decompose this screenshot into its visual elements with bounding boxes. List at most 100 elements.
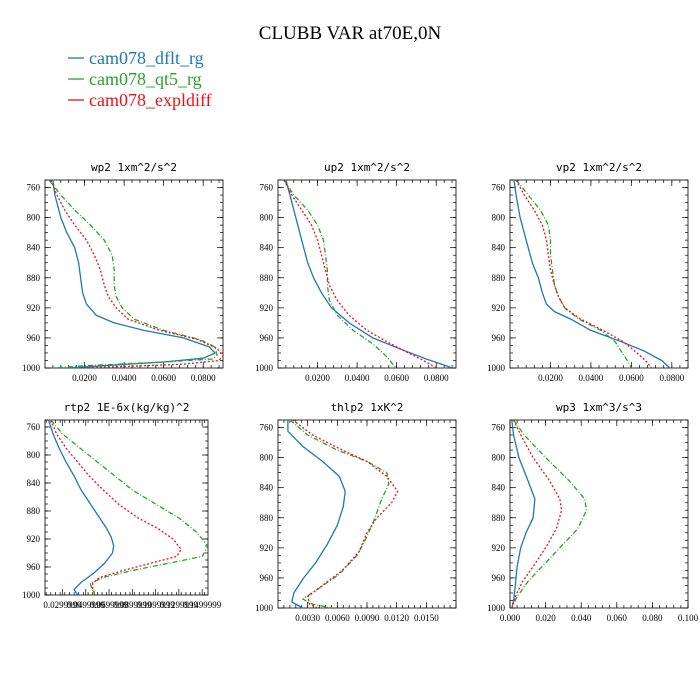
x-tick-label: 0.000: [500, 613, 521, 623]
x-tick-label: 0.060: [607, 613, 628, 623]
x-tick-label: 0.0800: [424, 373, 449, 383]
series-line-cam078-dflt-rg: [52, 180, 216, 368]
y-tick-label: 880: [27, 273, 41, 283]
plot-frame: [44, 179, 224, 369]
x-tick-label: 0.0060: [325, 613, 350, 623]
y-tick-label: 960: [260, 333, 274, 343]
y-tick-label: 960: [492, 333, 506, 343]
panel-title: thlp2 1xK^2: [331, 401, 404, 414]
y-tick-label: 760: [492, 423, 506, 433]
x-tick-label: 0.1299999: [160, 600, 199, 610]
legend-entry-1: cam078_dflt_rg: [89, 48, 204, 68]
series-line-cam078-qt5-rg: [48, 180, 218, 368]
panel-title: wp2 1xm^2/s^2: [91, 161, 177, 174]
x-tick-label: 0.0800: [191, 373, 216, 383]
x-tick-label: 0.0090: [355, 613, 380, 623]
x-tick-label: 0.0200: [305, 373, 330, 383]
x-tick-label: 0.0600: [384, 373, 409, 383]
plot-frame: [44, 419, 209, 596]
x-tick-label: 0.0299999: [43, 600, 82, 610]
y-tick-label: 1000: [487, 603, 506, 613]
series-line-cam078-expldiff: [283, 180, 437, 368]
x-tick-label: 0.0150: [414, 613, 439, 623]
series-line-cam078-qt5-rg: [283, 180, 398, 368]
panel-1: wp2 1xm^2/s^2 760 800 840 880 920 960 1000 0.020…: [22, 161, 224, 383]
y-tick-label: 760: [27, 183, 41, 193]
series-line-cam078-dflt-rg: [285, 180, 453, 368]
y-tick-label: 840: [492, 243, 506, 253]
y-tick-label: 960: [492, 573, 506, 583]
y-tick-label: 920: [492, 303, 506, 313]
y-tick-label: 920: [27, 303, 41, 313]
x-tick-label: 0.040: [571, 613, 592, 623]
y-tick-label: 800: [492, 213, 506, 223]
x-tick-label: 0.0499999: [67, 600, 106, 610]
y-tick-label: 840: [27, 243, 41, 253]
x-tick-label: 0.0200: [72, 373, 97, 383]
x-tick-label: 0.0400: [345, 373, 370, 383]
series-line-cam078-qt5-rg: [515, 180, 632, 368]
y-tick-label: 920: [492, 543, 506, 553]
panel-6: wp3 1xm^3/s^3 760 800 840 880 920 960 10000.000…: [487, 401, 699, 623]
y-tick-label: 1000: [22, 363, 41, 373]
plot-frame: [509, 419, 689, 609]
y-tick-label: 880: [260, 513, 274, 523]
panel-5: thlp2 1xK^2 760 800 840 880 920 960 1000 0.0030 0…: [255, 401, 457, 623]
panel-title: wp3 1xm^3/s^3: [556, 401, 642, 414]
series-line-cam078-qt5-rg: [50, 420, 208, 595]
x-tick-label: 0.080: [642, 613, 663, 623]
panel-title: vp2 1xm^2/s^2: [556, 161, 642, 174]
y-tick-label: 1000: [487, 363, 506, 373]
y-tick-label: 840: [27, 478, 41, 488]
x-tick-label: 0.0030: [295, 613, 320, 623]
y-tick-label: 880: [492, 513, 506, 523]
plot-frame: [277, 179, 457, 369]
y-tick-label: 760: [27, 422, 41, 432]
chart-panels: wp2 1xm^2/s^2 760 800 840 880 920 960 1000 0.020…: [22, 161, 699, 623]
x-tick-label: 0.0400: [112, 373, 137, 383]
y-tick-label: 960: [260, 573, 274, 583]
series-line-cam078-expldiff: [511, 420, 563, 608]
x-tick-label: 0.1499999: [183, 600, 222, 610]
x-tick-label: 0.0400: [579, 373, 604, 383]
x-tick-label: 0.020: [535, 613, 556, 623]
y-tick-label: 960: [27, 562, 41, 572]
y-tick-label: 1000: [22, 590, 41, 600]
y-tick-label: 800: [27, 450, 41, 460]
series-line-cam078-expldiff: [50, 180, 223, 368]
x-tick-label: 0.0120: [384, 613, 409, 623]
panel-3: vp2 1xm^2/s^2 760 800 840 880 920 960 1000 0.020…: [487, 161, 689, 383]
y-tick-label: 800: [27, 213, 41, 223]
panel-4: rtp2 1E-6x(kg/kg)^2 760 800 840 880 920 960 100…: [22, 401, 222, 610]
y-tick-label: 960: [27, 333, 41, 343]
y-tick-label: 920: [260, 303, 274, 313]
y-tick-label: 880: [27, 506, 41, 516]
y-tick-label: 760: [260, 183, 274, 193]
panel-title: up2 1xm^2/s^2: [324, 161, 410, 174]
series-line-cam078-expldiff: [50, 420, 182, 595]
series-line-cam078-qt5-rg: [289, 420, 390, 608]
y-tick-label: 1000: [255, 363, 274, 373]
figure-title: CLUBB VAR at70E,0N: [259, 23, 442, 44]
x-tick-label: 0.1099999: [136, 600, 175, 610]
y-tick-label: 880: [260, 273, 274, 283]
y-tick-label: 880: [492, 273, 506, 283]
x-tick-label: 0.0200: [538, 373, 563, 383]
y-tick-label: 760: [260, 423, 274, 433]
x-tick-label: 0.0899999: [113, 600, 152, 610]
y-tick-label: 1000: [255, 603, 274, 613]
y-tick-label: 760: [492, 183, 506, 193]
x-tick-label: 0.0600: [151, 373, 176, 383]
legend-entry-2: cam078_qt5_rg: [89, 69, 202, 89]
y-tick-label: 840: [260, 483, 274, 493]
y-tick-label: 840: [492, 483, 506, 493]
series-line-cam078-qt5-rg: [511, 420, 588, 608]
series-line-cam078-dflt-rg: [287, 420, 346, 608]
legend: cam078_dflt_rgcam078_qt5_rgcam078_expldi…: [68, 48, 212, 110]
series-line-cam078-dflt-rg: [513, 180, 671, 368]
y-tick-label: 920: [27, 534, 41, 544]
y-tick-label: 800: [260, 453, 274, 463]
series-line-cam078-dflt-rg: [47, 420, 115, 595]
x-tick-label: 0.0699999: [90, 600, 129, 610]
